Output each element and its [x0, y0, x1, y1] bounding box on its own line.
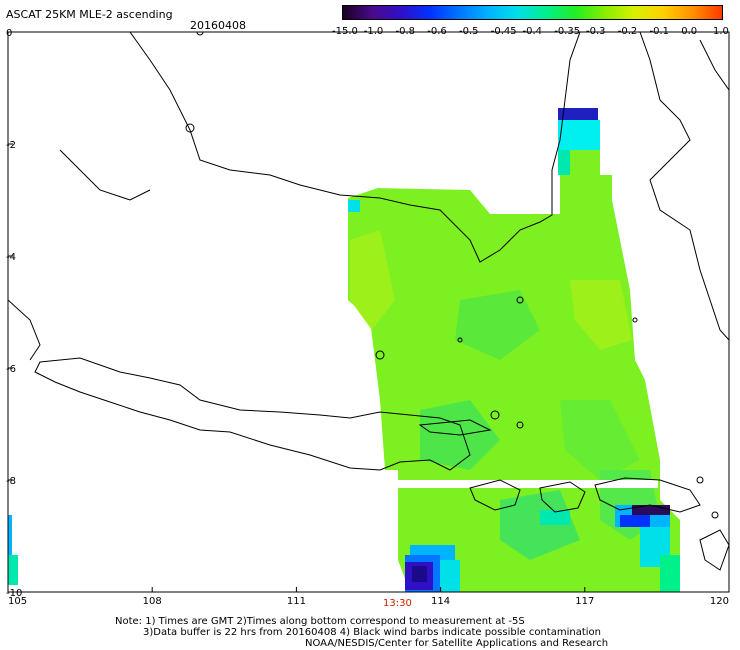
- x-tick-label: 105: [8, 596, 27, 607]
- coastlines: [8, 32, 729, 571]
- wind-swath: [8, 108, 680, 592]
- map-frame: [7, 31, 730, 593]
- swath-west-strip: [8, 515, 12, 555]
- colorbar: [342, 5, 723, 20]
- swath-patch-e: [560, 400, 640, 480]
- x-tick-label: 114: [431, 596, 450, 607]
- sulawesi-coast: [639, 32, 729, 341]
- swath-top-cyan: [558, 120, 600, 150]
- axis-tick-labels: 105 108 111 114 117 120 0 -2 -4 -6 -8 -10: [6, 28, 729, 607]
- note-line-3: NOAA/NESDIS/Center for Satellite Applica…: [305, 638, 609, 649]
- axis-ticks: [7, 31, 730, 593]
- borneo-coast: [129, 32, 581, 263]
- swath-time-label: 13:30: [383, 598, 412, 609]
- x-tick-label: 120: [710, 596, 729, 607]
- y-tick-label: -8: [6, 476, 16, 487]
- swath-gap: [398, 480, 658, 488]
- note-line-2: 3)Data buffer is 22 hrs from 20160408 4)…: [143, 627, 601, 638]
- y-tick-label: 0: [6, 28, 12, 39]
- footnotes: Note: 1) Times are GMT 2)Times along bot…: [115, 616, 608, 649]
- product-date: 20160408: [190, 19, 246, 32]
- y-tick-label: -4: [6, 252, 16, 263]
- swath-top-blue: [558, 108, 598, 120]
- note-line-1: Note: 1) Times are GMT 2)Times along bot…: [115, 616, 525, 627]
- y-tick-label: -2: [6, 140, 16, 151]
- product-title: ASCAT 25KM MLE-2 ascending: [6, 8, 173, 21]
- y-tick-label: -10: [6, 588, 22, 599]
- swath-patch-a: [350, 230, 395, 330]
- swath-patch-b: [455, 290, 540, 360]
- x-tick-label: 108: [143, 596, 162, 607]
- x-tick-label: 117: [575, 596, 594, 607]
- java-coast: [34, 357, 471, 471]
- swath-patch-c: [570, 280, 632, 350]
- x-tick-label: 111: [287, 596, 306, 607]
- y-tick-label: -6: [6, 364, 16, 375]
